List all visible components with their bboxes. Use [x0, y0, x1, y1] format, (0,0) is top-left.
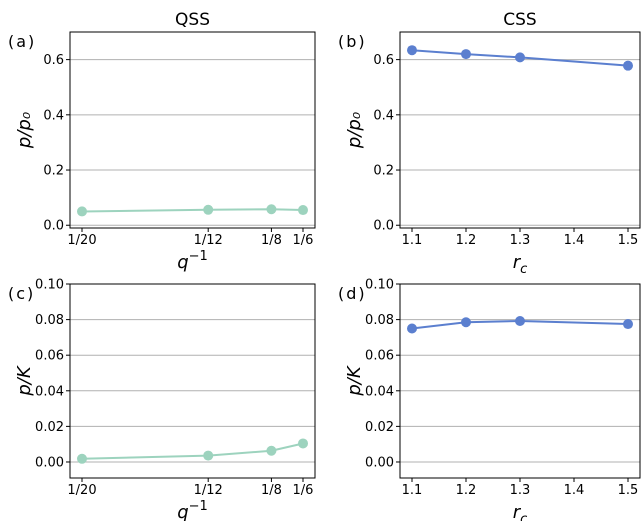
- data-point-1: [461, 49, 471, 59]
- y-tick-label-4: 0.08: [35, 313, 64, 328]
- x-tick-label-0: 1.1: [402, 233, 423, 248]
- x-tick-label-2: 1/8: [261, 233, 282, 248]
- chart-panel-c: 0.00 0.02 0.04 0.06 0.08 0.10 1/20 1/12 1/8 1/6 (c…: [8, 278, 315, 521]
- y-tick-label-5: 0.10: [365, 278, 394, 293]
- x-tick-label-2: 1.3: [510, 483, 531, 498]
- data-point-2: [266, 446, 276, 456]
- y-tick-label-0: 0.00: [365, 455, 394, 470]
- x-tick-label-0: 1/20: [67, 233, 96, 248]
- panel-label: (b): [338, 32, 367, 51]
- data-point-1: [203, 205, 213, 215]
- data-point-2: [515, 316, 525, 326]
- y-axis-label: p/K: [14, 365, 35, 396]
- data-point-3: [298, 438, 308, 448]
- data-point-0: [77, 454, 87, 464]
- y-tick-label-2: 0.04: [35, 384, 64, 399]
- x-axis-label-base: q: [177, 252, 188, 273]
- x-axis-label-subscript: c: [520, 512, 527, 521]
- plot-frame: [400, 284, 640, 478]
- y-tick-label-3: 0.6: [373, 53, 394, 68]
- panel-label: (d): [338, 284, 367, 303]
- x-tick-label-1: 1.2: [456, 483, 477, 498]
- y-tick-label-1: 0.2: [43, 164, 64, 179]
- plot-frame: [70, 32, 315, 228]
- y-tick-label-1: 0.2: [373, 164, 394, 179]
- chart-panel-a: 0.0 0.2 0.4 0.6 1/20 1/12 1/8 1/6 (a) QSS p/p₀ q−1: [8, 10, 315, 273]
- y-tick-label-5: 0.10: [35, 278, 64, 293]
- x-tick-label-1: 1/12: [194, 483, 223, 498]
- data-point-2: [266, 204, 276, 214]
- data-point-3: [623, 319, 633, 329]
- data-point-2: [515, 52, 525, 62]
- data-point-0: [407, 323, 417, 333]
- x-axis-label-superscript: −1: [189, 249, 208, 264]
- y-tick-label-3: 0.6: [43, 53, 64, 68]
- panel-label: (c): [8, 284, 35, 303]
- panel-title: QSS: [175, 10, 210, 30]
- x-tick-label-3: 1/6: [293, 233, 314, 248]
- x-tick-label-4: 1.5: [618, 233, 639, 248]
- y-tick-label-0: 0.0: [43, 219, 64, 234]
- y-tick-label-1: 0.02: [35, 420, 64, 435]
- data-point-3: [298, 205, 308, 215]
- panel-label: (a): [8, 32, 36, 51]
- chart-panel-d: 0.00 0.02 0.04 0.06 0.08 0.10 1.1 1.2 1.3 1.4 1.5 (…: [338, 278, 640, 521]
- x-tick-label-0: 1.1: [402, 483, 423, 498]
- y-tick-label-2: 0.4: [43, 108, 64, 123]
- data-point-0: [77, 206, 87, 216]
- y-tick-label-0: 0.0: [373, 219, 394, 234]
- y-tick-label-3: 0.06: [365, 349, 394, 364]
- x-axis-label: q−1: [177, 499, 208, 521]
- x-tick-label-3: 1/6: [293, 483, 314, 498]
- x-tick-label-3: 1.4: [564, 233, 585, 248]
- x-tick-label-1: 1.2: [456, 233, 477, 248]
- x-axis-label-subscript: c: [520, 262, 527, 277]
- x-tick-label-1: 1/12: [194, 233, 223, 248]
- x-tick-label-3: 1.4: [564, 483, 585, 498]
- y-axis-label: p/p₀: [14, 112, 35, 149]
- data-point-0: [407, 45, 417, 55]
- x-axis-label: rc: [513, 502, 528, 521]
- y-tick-label-4: 0.08: [365, 313, 394, 328]
- x-tick-label-2: 1/8: [261, 483, 282, 498]
- data-point-1: [461, 317, 471, 327]
- x-tick-label-0: 1/20: [67, 483, 96, 498]
- data-point-1: [203, 451, 213, 461]
- y-tick-label-2: 0.4: [373, 108, 394, 123]
- x-axis-label: q−1: [177, 249, 208, 273]
- y-tick-label-0: 0.00: [35, 455, 64, 470]
- x-tick-label-4: 1.5: [618, 483, 639, 498]
- y-tick-label-2: 0.04: [365, 384, 394, 399]
- x-tick-label-2: 1.3: [510, 233, 531, 248]
- x-axis-label: rc: [513, 252, 528, 277]
- y-tick-label-1: 0.02: [365, 420, 394, 435]
- x-axis-label-superscript: −1: [189, 499, 208, 514]
- x-axis-label-base: q: [177, 502, 188, 521]
- data-point-3: [623, 61, 633, 71]
- y-axis-label: p/K: [344, 365, 365, 396]
- panel-title: CSS: [503, 10, 536, 30]
- chart-panel-b: 0.0 0.2 0.4 0.6 1.1 1.2 1.3 1.4 1.5 (b) CSS p/p₀ rc: [338, 10, 640, 277]
- y-tick-label-3: 0.06: [35, 349, 64, 364]
- y-axis-label: p/p₀: [344, 112, 365, 149]
